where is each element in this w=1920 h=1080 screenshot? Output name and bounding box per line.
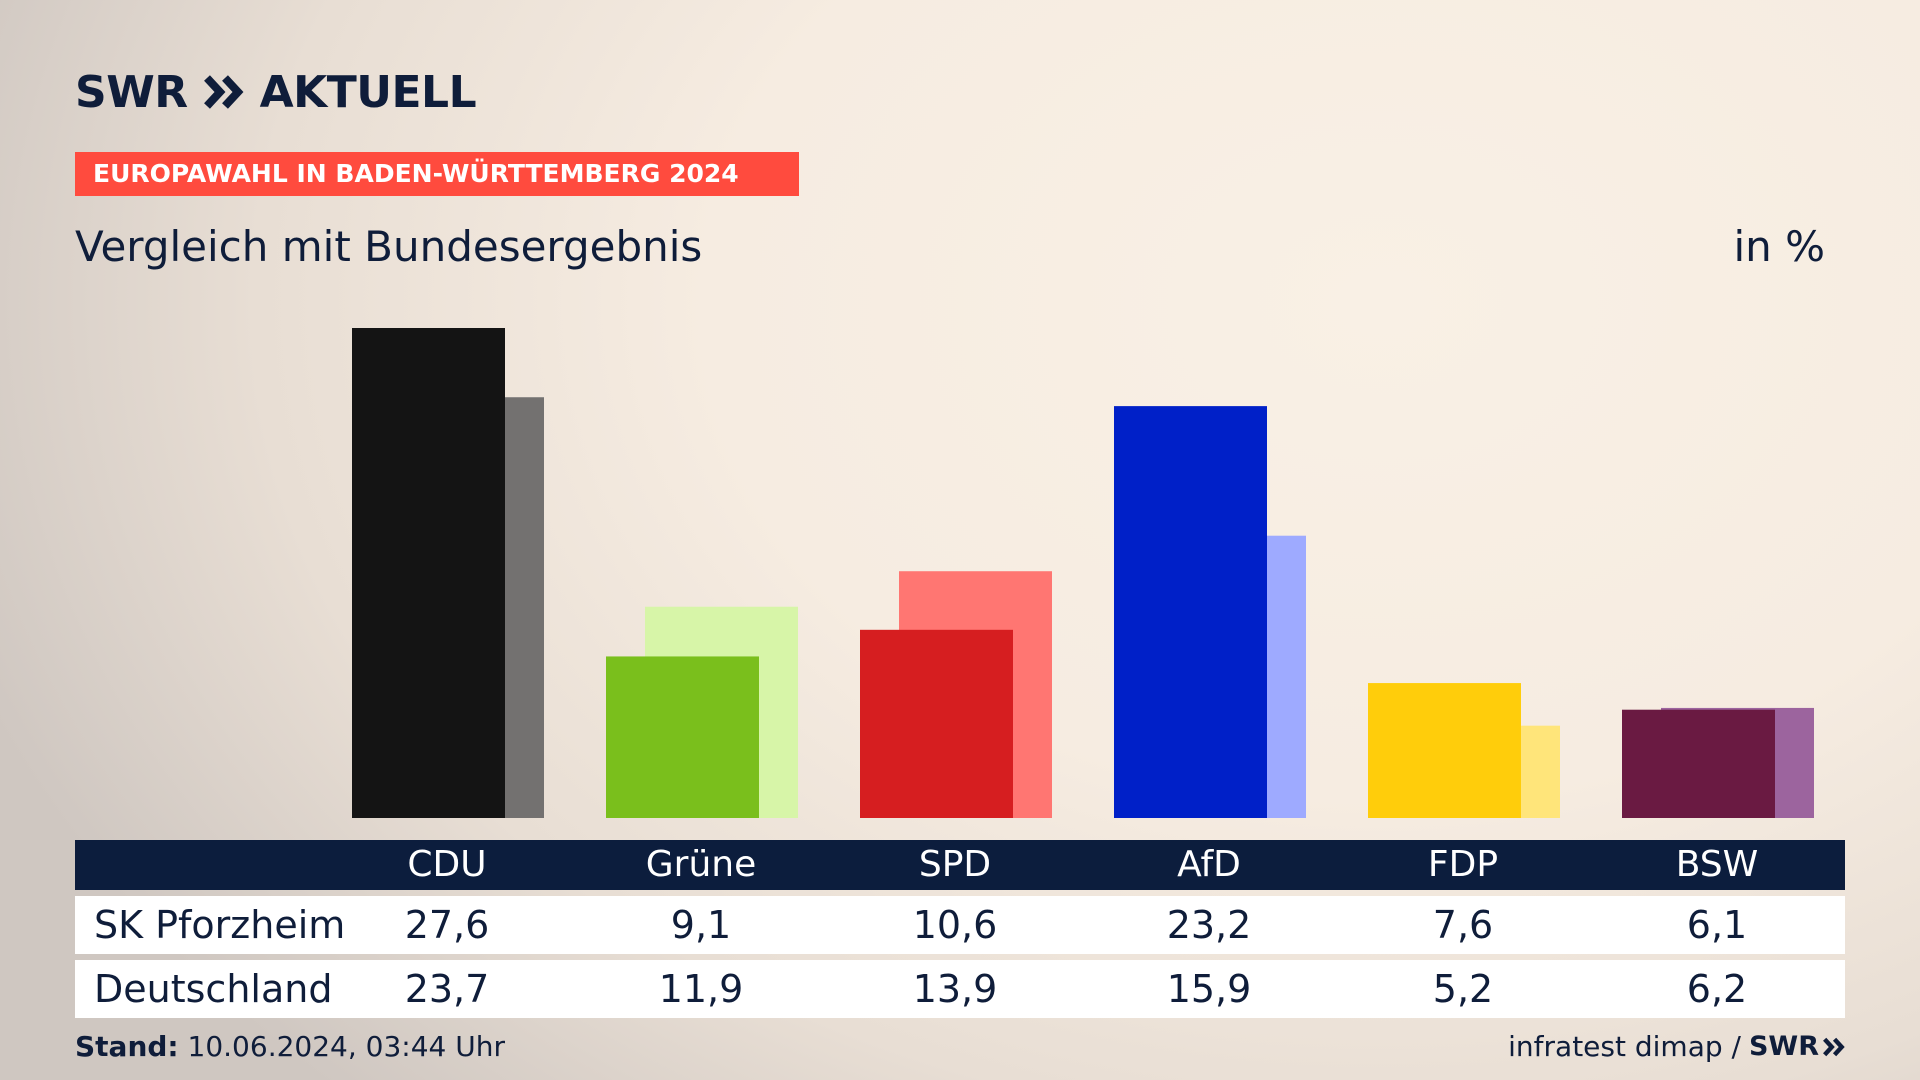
logo-swr: SWR [75, 66, 188, 118]
stand-label: Stand: [75, 1030, 179, 1063]
row-label: Deutschland [94, 967, 333, 1011]
table-cell: 7,6 [1432, 903, 1494, 947]
table-cell: 23,2 [1166, 903, 1252, 947]
results-table: CDU Grüne SPD AfD FDP BSW SK Pforzheim 27,6 9,… [75, 840, 1845, 1018]
stand-value: 10.06.2024, 03:44 Uhr [187, 1030, 505, 1063]
unit-label: in % [1733, 222, 1825, 271]
table-header: CDU Grüne SPD AfD FDP BSW [75, 840, 1845, 890]
column-header: AfD [1177, 844, 1241, 885]
table-cell: 6,1 [1686, 903, 1748, 947]
column-header: SPD [918, 844, 992, 885]
table-row: SK Pforzheim 27,6 9,1 10,6 23,2 7,6 6,1 [75, 896, 1845, 954]
table-row: Deutschland 23,7 11,9 13,9 15,9 5,2 6,2 [75, 960, 1845, 1018]
table-cell: 15,9 [1166, 967, 1252, 1011]
column-header: BSW [1675, 844, 1759, 885]
logo-aktuell: AKTUELL [259, 66, 477, 118]
table-cell: 13,9 [912, 967, 998, 1011]
double-chevron-icon [1823, 1037, 1845, 1056]
source-credit: infratest dimap / SWR [1508, 1030, 1845, 1063]
bar-pforzheim-cdu [352, 328, 505, 818]
bar-pforzheim-grüne [606, 656, 759, 818]
bar-pforzheim-bsw [1622, 709, 1775, 818]
double-chevron-icon [203, 75, 244, 109]
column-header: FDP [1427, 844, 1499, 885]
table-cell: 5,2 [1432, 967, 1494, 1011]
source-text: infratest dimap / [1508, 1030, 1741, 1063]
source-brand: SWR [1749, 1031, 1845, 1062]
bar-pforzheim-afd [1114, 406, 1267, 818]
bar-chart [352, 328, 1814, 818]
timestamp: Stand: 10.06.2024, 03:44 Uhr [75, 1030, 505, 1063]
bar-pforzheim-fdp [1368, 683, 1521, 818]
bar-pforzheim-spd [860, 629, 1013, 818]
column-header: Grüne [645, 844, 757, 885]
table-cell: 6,2 [1686, 967, 1748, 1011]
row-label: SK Pforzheim [94, 903, 346, 947]
table-cell: 11,9 [658, 967, 744, 1011]
table-cell: 27,6 [404, 903, 490, 947]
column-header: CDU [407, 844, 487, 885]
source-brand-text: SWR [1748, 1031, 1819, 1062]
table-cell: 10,6 [912, 903, 998, 947]
swr-aktuell-logo: SWR AKTUELL [75, 66, 477, 118]
election-banner: EUROPAWAHL IN BADEN-WÜRTTEMBERG 2024 [75, 152, 799, 196]
table-cell: 9,1 [670, 903, 732, 947]
table-cell: 23,7 [404, 967, 490, 1011]
chart-subtitle: Vergleich mit Bundesergebnis [75, 222, 703, 271]
